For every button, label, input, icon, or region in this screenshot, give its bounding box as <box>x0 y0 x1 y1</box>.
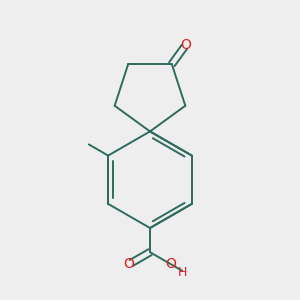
Text: O: O <box>166 257 176 271</box>
Text: O: O <box>181 38 191 52</box>
Text: H: H <box>178 266 188 279</box>
Text: O: O <box>123 257 134 272</box>
